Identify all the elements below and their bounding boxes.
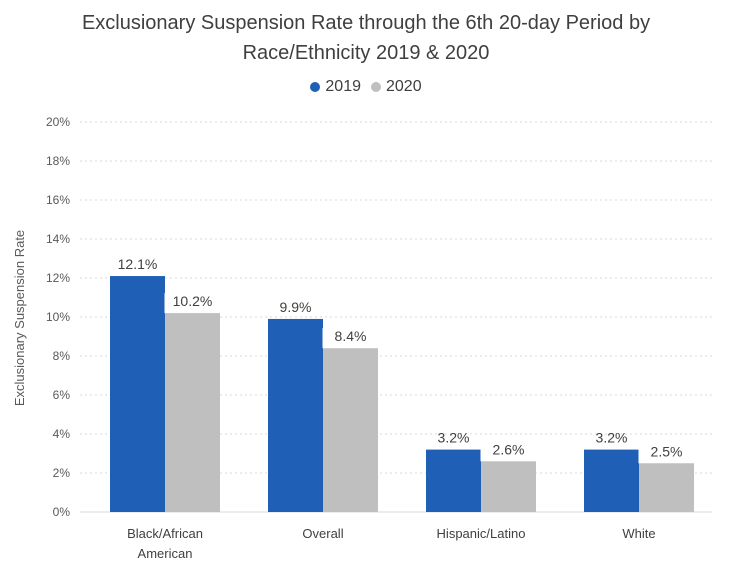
legend-marker-2019 <box>310 82 321 92</box>
chart-legend: 2019 2020 <box>0 78 732 96</box>
bars <box>110 276 694 512</box>
legend-item-2020: 2020 <box>371 78 422 96</box>
data-label-2019-0: 12.1% <box>118 256 158 272</box>
legend-item-2019: 2019 <box>310 78 361 96</box>
bar-2019-3 <box>584 449 639 512</box>
y-tick-label: 2% <box>53 466 71 480</box>
x-tick-label: American <box>138 546 193 561</box>
x-tick-label: Black/African <box>127 526 203 541</box>
label-gap <box>164 293 166 314</box>
x-tick-label: Hispanic/Latino <box>437 526 526 541</box>
data-label-2020-3: 2.5% <box>651 443 683 459</box>
data-labels: 12.1% 10.2% 9.9% 8.4% 3.2% 2.6% 3.2% 2.5% <box>118 256 683 464</box>
y-tick-label: 0% <box>53 505 71 519</box>
bar-2019-0 <box>110 276 165 512</box>
data-label-2019-2: 3.2% <box>438 430 470 446</box>
data-label-2020-1: 8.4% <box>335 328 367 344</box>
bar-2019-2 <box>426 449 481 512</box>
label-gap <box>480 441 482 462</box>
y-tick-label: 10% <box>46 310 70 324</box>
y-tick-label: 6% <box>53 388 71 402</box>
label-gap <box>638 443 640 464</box>
bar-2020-0 <box>165 313 220 512</box>
data-label-2020-2: 2.6% <box>493 441 525 457</box>
x-tick-label: White <box>622 526 655 541</box>
data-label-2020-0: 10.2% <box>173 293 213 309</box>
y-tick-label: 18% <box>46 154 70 168</box>
x-axis: Black/African American Overall Hispanic/Lat… <box>127 526 656 561</box>
bar-2019-1 <box>268 318 323 512</box>
y-tick-label: 4% <box>53 427 71 441</box>
legend-marker-2020 <box>371 82 381 92</box>
label-gap <box>322 328 324 349</box>
data-label-2019-1: 9.9% <box>280 299 312 315</box>
bar-2020-3 <box>639 463 694 512</box>
y-tick-label: 14% <box>46 232 70 246</box>
bar-2020-1 <box>323 348 378 512</box>
legend-label-2020: 2020 <box>386 78 422 95</box>
data-label-2019-3: 3.2% <box>596 430 628 446</box>
y-tick-label: 16% <box>46 193 70 207</box>
chart-title-line-1: Exclusionary Suspension Rate through the… <box>81 12 651 34</box>
y-tick-label: 20% <box>46 115 70 129</box>
x-tick-label: Overall <box>302 526 343 541</box>
chart-title: Exclusionary Suspension Rate through the… <box>0 8 732 68</box>
y-tick-label: 12% <box>46 271 70 285</box>
y-axis-label: Exclusionary Suspension Rate <box>12 230 27 406</box>
legend-label-2019: 2019 <box>325 78 361 95</box>
bar-2020-2 <box>481 461 536 512</box>
y-axis: 0% 2% 4% 6% 8% 10% 12% 14% 16% 18% 20% <box>46 115 70 519</box>
chart-title-line-2: Race/Ethnicity 2019 & 2020 <box>242 42 490 64</box>
y-tick-label: 8% <box>53 349 71 363</box>
